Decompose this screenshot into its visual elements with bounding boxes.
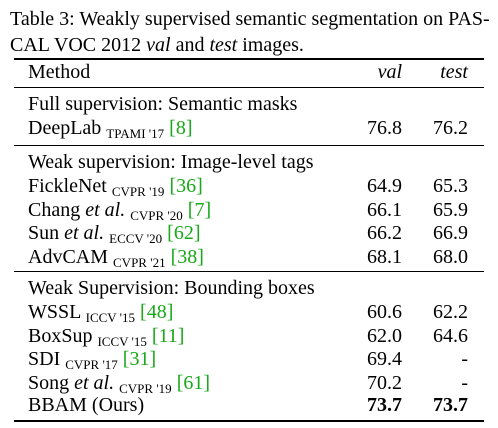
method-venue: ICCV '15 bbox=[85, 310, 136, 325]
method-name-italic: et al. bbox=[64, 222, 105, 244]
top-rule bbox=[14, 58, 484, 60]
citation-link: [11] bbox=[151, 324, 185, 347]
test-cell: 73.7 bbox=[433, 394, 468, 416]
method-cell: BBAM (Ours) bbox=[28, 394, 145, 416]
method-cell: AdvCAM CVPR '21 [38] bbox=[28, 245, 204, 271]
method-name: Chang bbox=[28, 198, 81, 221]
method-name: DeepLab bbox=[28, 117, 102, 139]
section-rule bbox=[14, 271, 484, 272]
method-cell: SDI CVPR '17 [31] bbox=[28, 347, 156, 373]
method-name: FickleNet bbox=[28, 175, 107, 197]
bottom-rule bbox=[14, 420, 484, 422]
val-cell: 70.2 bbox=[367, 371, 402, 394]
table-row: Sun et al. ECCV '20 [62] 66.2 66.9 bbox=[0, 221, 498, 247]
method-cell: BoxSup ICCV '15 [11] bbox=[28, 324, 184, 350]
method-name: WSSL bbox=[28, 301, 81, 323]
method-cell: Chang et al. CVPR '20 [7] bbox=[28, 198, 211, 224]
method-name: Song bbox=[28, 371, 70, 394]
val-cell: 64.9 bbox=[367, 175, 402, 197]
test-cell: 62.2 bbox=[433, 301, 468, 323]
header-rule bbox=[14, 87, 484, 88]
citation-link: [62] bbox=[167, 222, 201, 244]
citation-link: [8] bbox=[169, 117, 193, 139]
method-venue: ICCV '15 bbox=[97, 333, 147, 349]
test-cell: 66.9 bbox=[433, 222, 468, 244]
test-cell: - bbox=[461, 371, 468, 394]
citation-link: [7] bbox=[187, 198, 212, 221]
method-name: AdvCAM bbox=[28, 245, 109, 268]
method-name: BoxSup bbox=[28, 324, 93, 347]
test-cell: 68.0 bbox=[433, 245, 468, 268]
test-cell: 64.6 bbox=[433, 324, 468, 347]
section-title: Weak Supervision: Bounding boxes bbox=[28, 277, 315, 299]
val-cell: 66.1 bbox=[367, 198, 402, 221]
section-title: Weak supervision: Image-level tags bbox=[28, 151, 314, 173]
table-caption: Table 3: Weakly supervised semantic segm… bbox=[10, 6, 490, 58]
table-row: AdvCAM CVPR '21 [38] 68.1 68.0 bbox=[0, 245, 498, 271]
table-row: Chang et al. CVPR '20 [7] 66.1 65.9 bbox=[0, 198, 498, 224]
val-cell: 69.4 bbox=[367, 348, 402, 370]
caption-line-1: Table 3: Weakly supervised semantic segm… bbox=[10, 8, 490, 30]
val-cell: 66.2 bbox=[367, 222, 402, 244]
test-cell: 65.9 bbox=[433, 198, 468, 221]
method-name-italic: et al. bbox=[85, 198, 126, 221]
table-row: DeepLab TPAMI '17 [8] 76.8 76.2 bbox=[0, 116, 498, 142]
citation-link: [36] bbox=[169, 175, 203, 197]
method-name-italic: et al. bbox=[74, 371, 115, 394]
caption-line-2: CAL VOC 2012 val and test images. bbox=[10, 34, 304, 56]
header-test: test bbox=[440, 61, 468, 83]
method-cell: Sun et al. ECCV '20 [62] bbox=[28, 221, 200, 247]
method-venue: TPAMI '17 bbox=[106, 126, 165, 141]
table-row: SDI CVPR '17 [31] 69.4 - bbox=[0, 347, 498, 373]
method-name: Sun bbox=[28, 222, 60, 244]
header-row: Method val test bbox=[0, 60, 498, 84]
method-venue: CVPR '17 bbox=[65, 357, 118, 372]
section-rule bbox=[14, 145, 484, 146]
method-name: SDI bbox=[28, 348, 61, 370]
method-venue: CVPR '21 bbox=[113, 254, 166, 270]
method-venue: CVPR '19 bbox=[111, 184, 165, 199]
citation-link: [38] bbox=[170, 245, 204, 268]
val-cell: 62.0 bbox=[367, 324, 402, 347]
val-cell: 60.6 bbox=[367, 301, 402, 323]
test-cell: 76.2 bbox=[433, 117, 468, 139]
method-cell: WSSL ICCV '15 [48] bbox=[28, 300, 173, 326]
val-cell: 68.1 bbox=[367, 245, 402, 268]
table-row: FickleNet CVPR '19 [36] 64.9 65.3 bbox=[0, 174, 498, 200]
table-row-ours: BBAM (Ours) 73.7 73.7 bbox=[0, 393, 498, 417]
method-venue: ECCV '20 bbox=[109, 231, 163, 246]
test-cell: - bbox=[461, 348, 468, 370]
method-venue: CVPR '19 bbox=[119, 380, 172, 396]
table-row: WSSL ICCV '15 [48] 60.6 62.2 bbox=[0, 300, 498, 326]
val-cell: 76.8 bbox=[367, 117, 402, 139]
table-row: Song et al. CVPR '19 [61] 70.2 - bbox=[0, 371, 498, 397]
table-row: BoxSup ICCV '15 [11] 62.0 64.6 bbox=[0, 324, 498, 350]
method-cell: Song et al. CVPR '19 [61] bbox=[28, 371, 210, 397]
method-cell: DeepLab TPAMI '17 [8] bbox=[28, 116, 192, 142]
citation-link: [48] bbox=[140, 301, 174, 323]
test-cell: 65.3 bbox=[433, 175, 468, 197]
header-val: val bbox=[377, 61, 402, 83]
header-method: Method bbox=[28, 61, 91, 83]
method-venue: CVPR '20 bbox=[130, 207, 183, 223]
val-cell: 73.7 bbox=[367, 394, 402, 416]
citation-link: [61] bbox=[176, 371, 211, 394]
section-title: Full supervision: Semantic masks bbox=[28, 93, 298, 115]
citation-link: [31] bbox=[122, 348, 157, 370]
method-cell: FickleNet CVPR '19 [36] bbox=[28, 174, 203, 200]
